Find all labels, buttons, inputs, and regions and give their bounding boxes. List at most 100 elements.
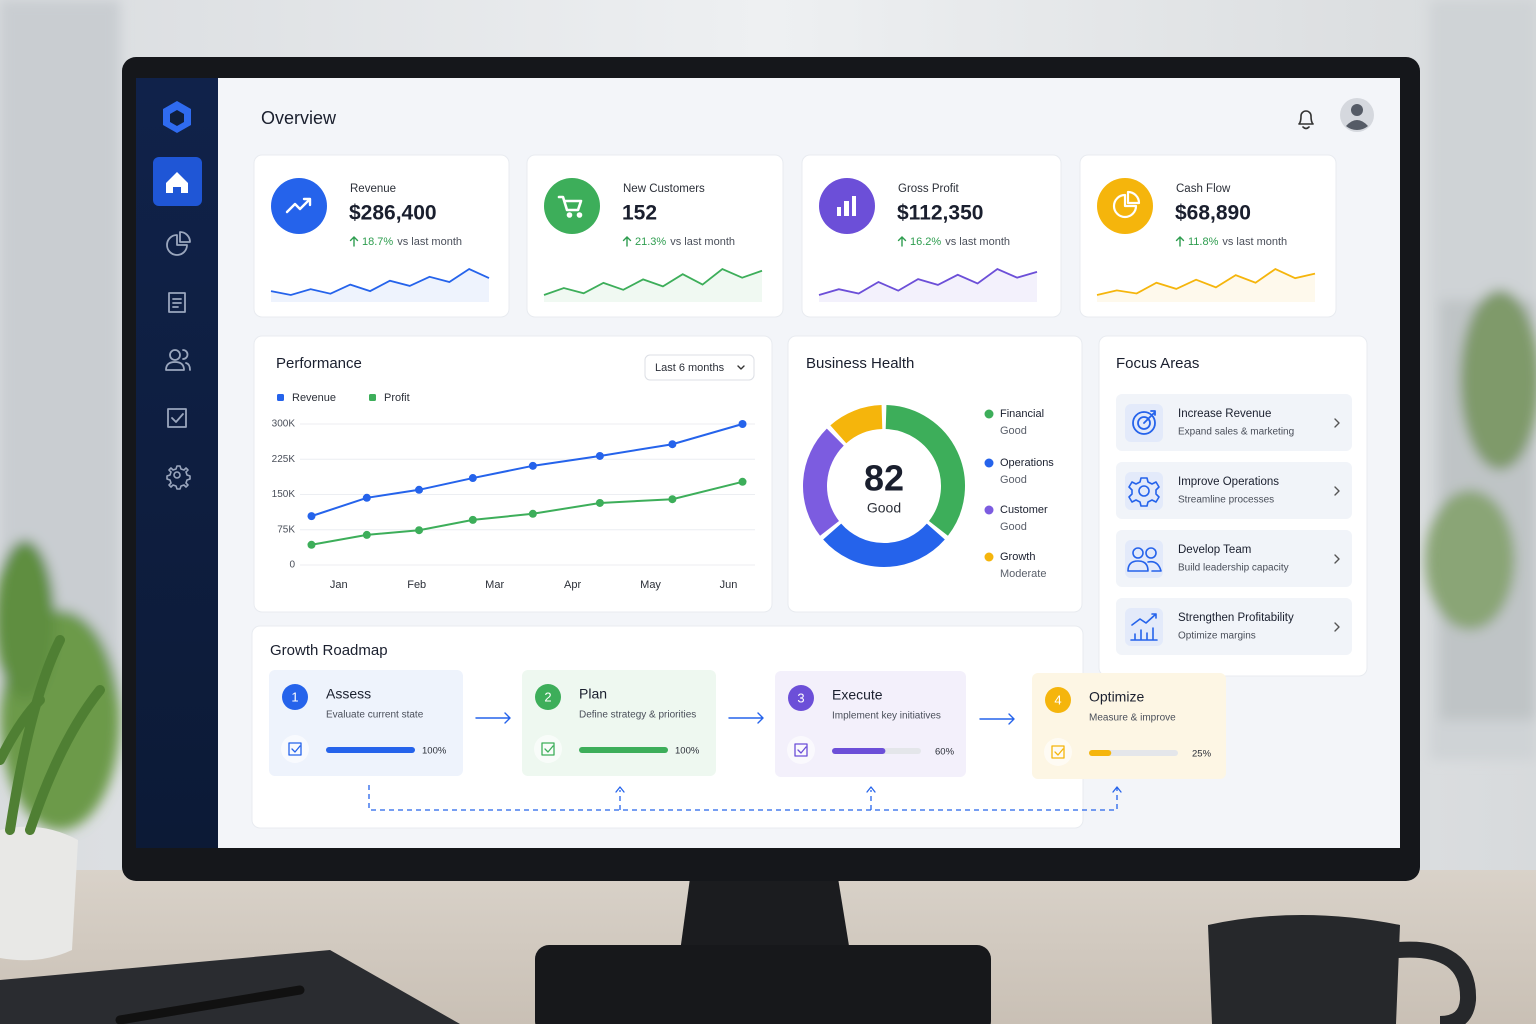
step-number-badge — [1045, 687, 1071, 713]
plant-pot — [0, 826, 78, 961]
health-legend-status: Good — [1000, 521, 1027, 533]
health-legend-status: Good — [1000, 474, 1027, 486]
focus-item-subtitle: Build leadership capacity — [1178, 563, 1289, 574]
data-point — [738, 420, 747, 428]
kpi-icon-glyph — [285, 197, 312, 214]
y-tick-label: 300K — [272, 419, 296, 430]
series-line — [311, 480, 743, 546]
data-point — [415, 526, 424, 535]
kpi-label: Revenue — [350, 183, 396, 195]
legend-label: Profit — [384, 392, 410, 404]
kpi-icon-glyph — [1112, 190, 1141, 219]
focus-chevron — [1334, 554, 1340, 564]
step-name: Optimize — [1089, 689, 1144, 705]
step-check-icon — [794, 743, 808, 757]
health-legend-name: Growth — [1000, 551, 1035, 563]
performance-title: Performance — [276, 355, 362, 372]
nav-users — [165, 349, 191, 371]
step-arrow — [475, 712, 511, 724]
progress-fill — [1089, 750, 1112, 756]
x-tick-label: Jun — [720, 579, 738, 591]
avatar-head — [1351, 104, 1363, 116]
kpi-change: 21.3% — [635, 236, 666, 248]
sparkline — [818, 267, 1038, 296]
data-point — [415, 485, 424, 494]
nav-reports — [166, 231, 191, 256]
avatar-body — [1346, 120, 1368, 131]
kpi-icon-glyph — [557, 195, 583, 218]
progress-label: 100% — [422, 746, 447, 757]
nav-tasks — [167, 408, 187, 428]
kpi-icon — [271, 178, 327, 234]
legend-label: Revenue — [292, 392, 336, 404]
kpi-label: Cash Flow — [1176, 183, 1231, 195]
y-tick-label: 75K — [277, 524, 295, 535]
legend-swatch — [369, 394, 376, 401]
focus-item-title: Strengthen Profitability — [1178, 612, 1294, 624]
loop-arrowhead — [866, 786, 876, 793]
progress-label: 60% — [935, 747, 955, 758]
step-number: 1 — [291, 689, 298, 704]
health-rating: Good — [867, 500, 901, 516]
step-name: Plan — [579, 686, 607, 702]
data-point — [528, 509, 537, 518]
sparkline — [543, 267, 763, 296]
kpi-value: $68,890 — [1175, 202, 1251, 225]
notebook — [0, 950, 460, 1024]
kpi-value: $112,350 — [897, 202, 983, 225]
data-point — [468, 515, 477, 524]
logo-inner — [170, 110, 184, 126]
page-title: Overview — [261, 108, 337, 128]
data-point — [595, 451, 604, 460]
roadmap-title: Growth Roadmap — [270, 642, 388, 659]
focus-item[interactable] — [1116, 598, 1352, 655]
data-point — [528, 461, 537, 470]
step-check-bg — [534, 735, 562, 763]
monitor-neck — [680, 878, 850, 952]
step-arrow — [979, 713, 1015, 725]
focus-item-subtitle: Streamline processes — [1178, 495, 1274, 506]
step-number: 2 — [544, 689, 551, 704]
kpi-icon-glyph — [837, 196, 856, 216]
dashboard: Overview Revenue $286,400 18.7% vs last mont… — [153, 98, 1374, 829]
data-point — [668, 495, 677, 504]
data-point — [668, 440, 677, 449]
kpi-up-arrow — [349, 236, 359, 247]
step-name: Assess — [326, 686, 371, 702]
focus-item[interactable] — [1116, 530, 1352, 587]
nav-settings — [166, 465, 191, 490]
sidebar — [136, 78, 218, 848]
mug-handle — [1397, 941, 1477, 1024]
donut-segment — [803, 428, 845, 536]
data-point — [307, 540, 316, 549]
step-arrow — [728, 712, 764, 724]
step-number-badge — [282, 684, 308, 710]
focus-item-title: Improve Operations — [1178, 476, 1279, 488]
health-legend-status: Good — [1000, 425, 1027, 437]
sparkline-area — [271, 269, 489, 302]
legend-dot — [984, 505, 994, 515]
progress-fill — [832, 748, 886, 754]
y-tick-label: 225K — [272, 454, 296, 465]
kpi-up-arrow — [1175, 236, 1185, 247]
monitor-base — [535, 945, 991, 1024]
notification-bell[interactable] — [1298, 110, 1314, 130]
kpi-note: vs last month — [1222, 236, 1287, 248]
focus-title: Focus Areas — [1116, 355, 1199, 372]
period-dropdown[interactable] — [644, 354, 755, 381]
focus-item[interactable] — [1116, 462, 1352, 519]
performance-card — [253, 335, 773, 613]
step-description: Measure & improve — [1089, 713, 1176, 724]
legend-dot — [984, 409, 994, 419]
y-tick-label: 0 — [289, 560, 295, 571]
x-tick-label: Feb — [407, 579, 426, 591]
series-line — [311, 423, 743, 518]
kpi-note: vs last month — [945, 236, 1010, 248]
focus-chevron — [1334, 622, 1340, 632]
focus-item[interactable] — [1116, 394, 1352, 451]
kpi-change: 11.8% — [1188, 236, 1219, 248]
kpi-change: 16.2% — [910, 236, 941, 248]
kpi-note: vs last month — [670, 236, 735, 248]
